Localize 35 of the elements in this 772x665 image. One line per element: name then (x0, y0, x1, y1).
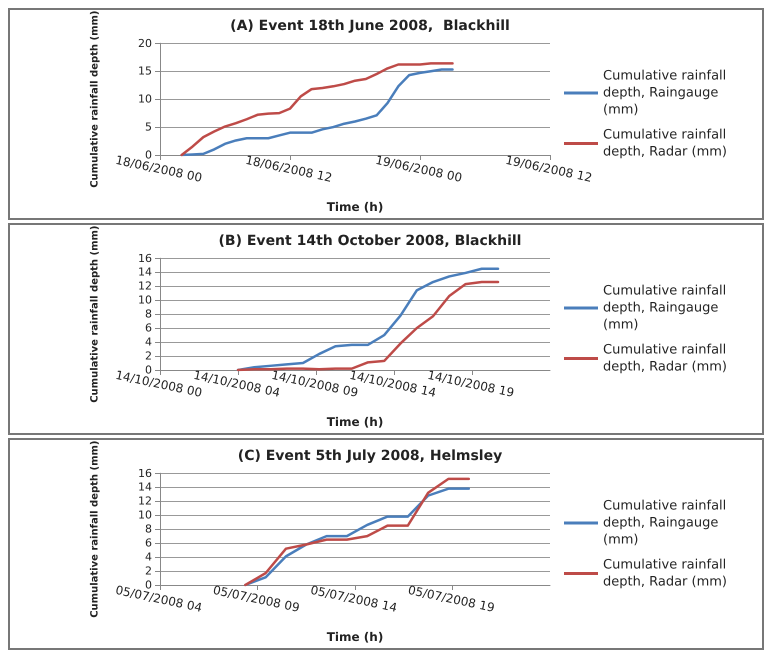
y-tick-label: 12 (138, 280, 152, 293)
legend-label: Cumulative rainfall depth, Radar (mm) (603, 128, 730, 160)
legend-label: Cumulative rainfall depth, Raingauge (mm) (603, 284, 730, 332)
y-tick-label: 20 (138, 36, 152, 50)
y-tick-label: 5 (145, 120, 152, 134)
y-tick-label: 12 (138, 494, 152, 508)
y-axis-title: Cumulative rainfall depth (mm) (90, 440, 100, 618)
y-tick-label: 14 (138, 480, 152, 494)
legend-label: Cumulative rainfall depth, Radar (mm) (603, 558, 730, 590)
x-axis-title: Time (h) (326, 630, 384, 644)
x-axis-title: Time (h) (326, 415, 384, 429)
y-tick-label: 15 (138, 64, 152, 78)
y-axis-title: Cumulative rainfall depth (mm) (90, 10, 100, 188)
y-tick-label: 4 (145, 336, 152, 349)
y-tick-label: 16 (138, 252, 152, 265)
legend-label: Cumulative rainfall depth, Raingauge (mm) (603, 498, 730, 548)
legend-label: Cumulative rainfall depth, Radar (mm) (603, 342, 730, 374)
y-tick-label: 6 (145, 536, 152, 550)
y-tick-label: 8 (145, 522, 152, 536)
y-tick-label: 4 (145, 550, 152, 564)
y-tick-label: 2 (145, 350, 152, 363)
y-tick-label: 2 (145, 564, 152, 578)
y-tick-label: 6 (145, 322, 152, 335)
chart-title: (B) Event 14th October 2008, Blackhill (218, 233, 522, 249)
y-tick-label: 10 (138, 294, 152, 307)
y-tick-label: 10 (138, 508, 152, 522)
y-tick-label: 10 (138, 92, 152, 106)
y-axis-title: Cumulative rainfall depth (mm) (90, 225, 100, 403)
chart-title: (C) Event 5th July 2008, Helmsley (238, 448, 502, 464)
chart-title: (A) Event 18th June 2008, Blackhill (230, 18, 510, 34)
y-tick-label: 8 (145, 308, 152, 321)
x-axis-title: Time (h) (326, 200, 384, 214)
legend-label: Cumulative rainfall depth, Raingauge (mm) (603, 68, 730, 118)
y-tick-label: 16 (138, 466, 152, 480)
y-tick-label: 14 (138, 266, 152, 279)
